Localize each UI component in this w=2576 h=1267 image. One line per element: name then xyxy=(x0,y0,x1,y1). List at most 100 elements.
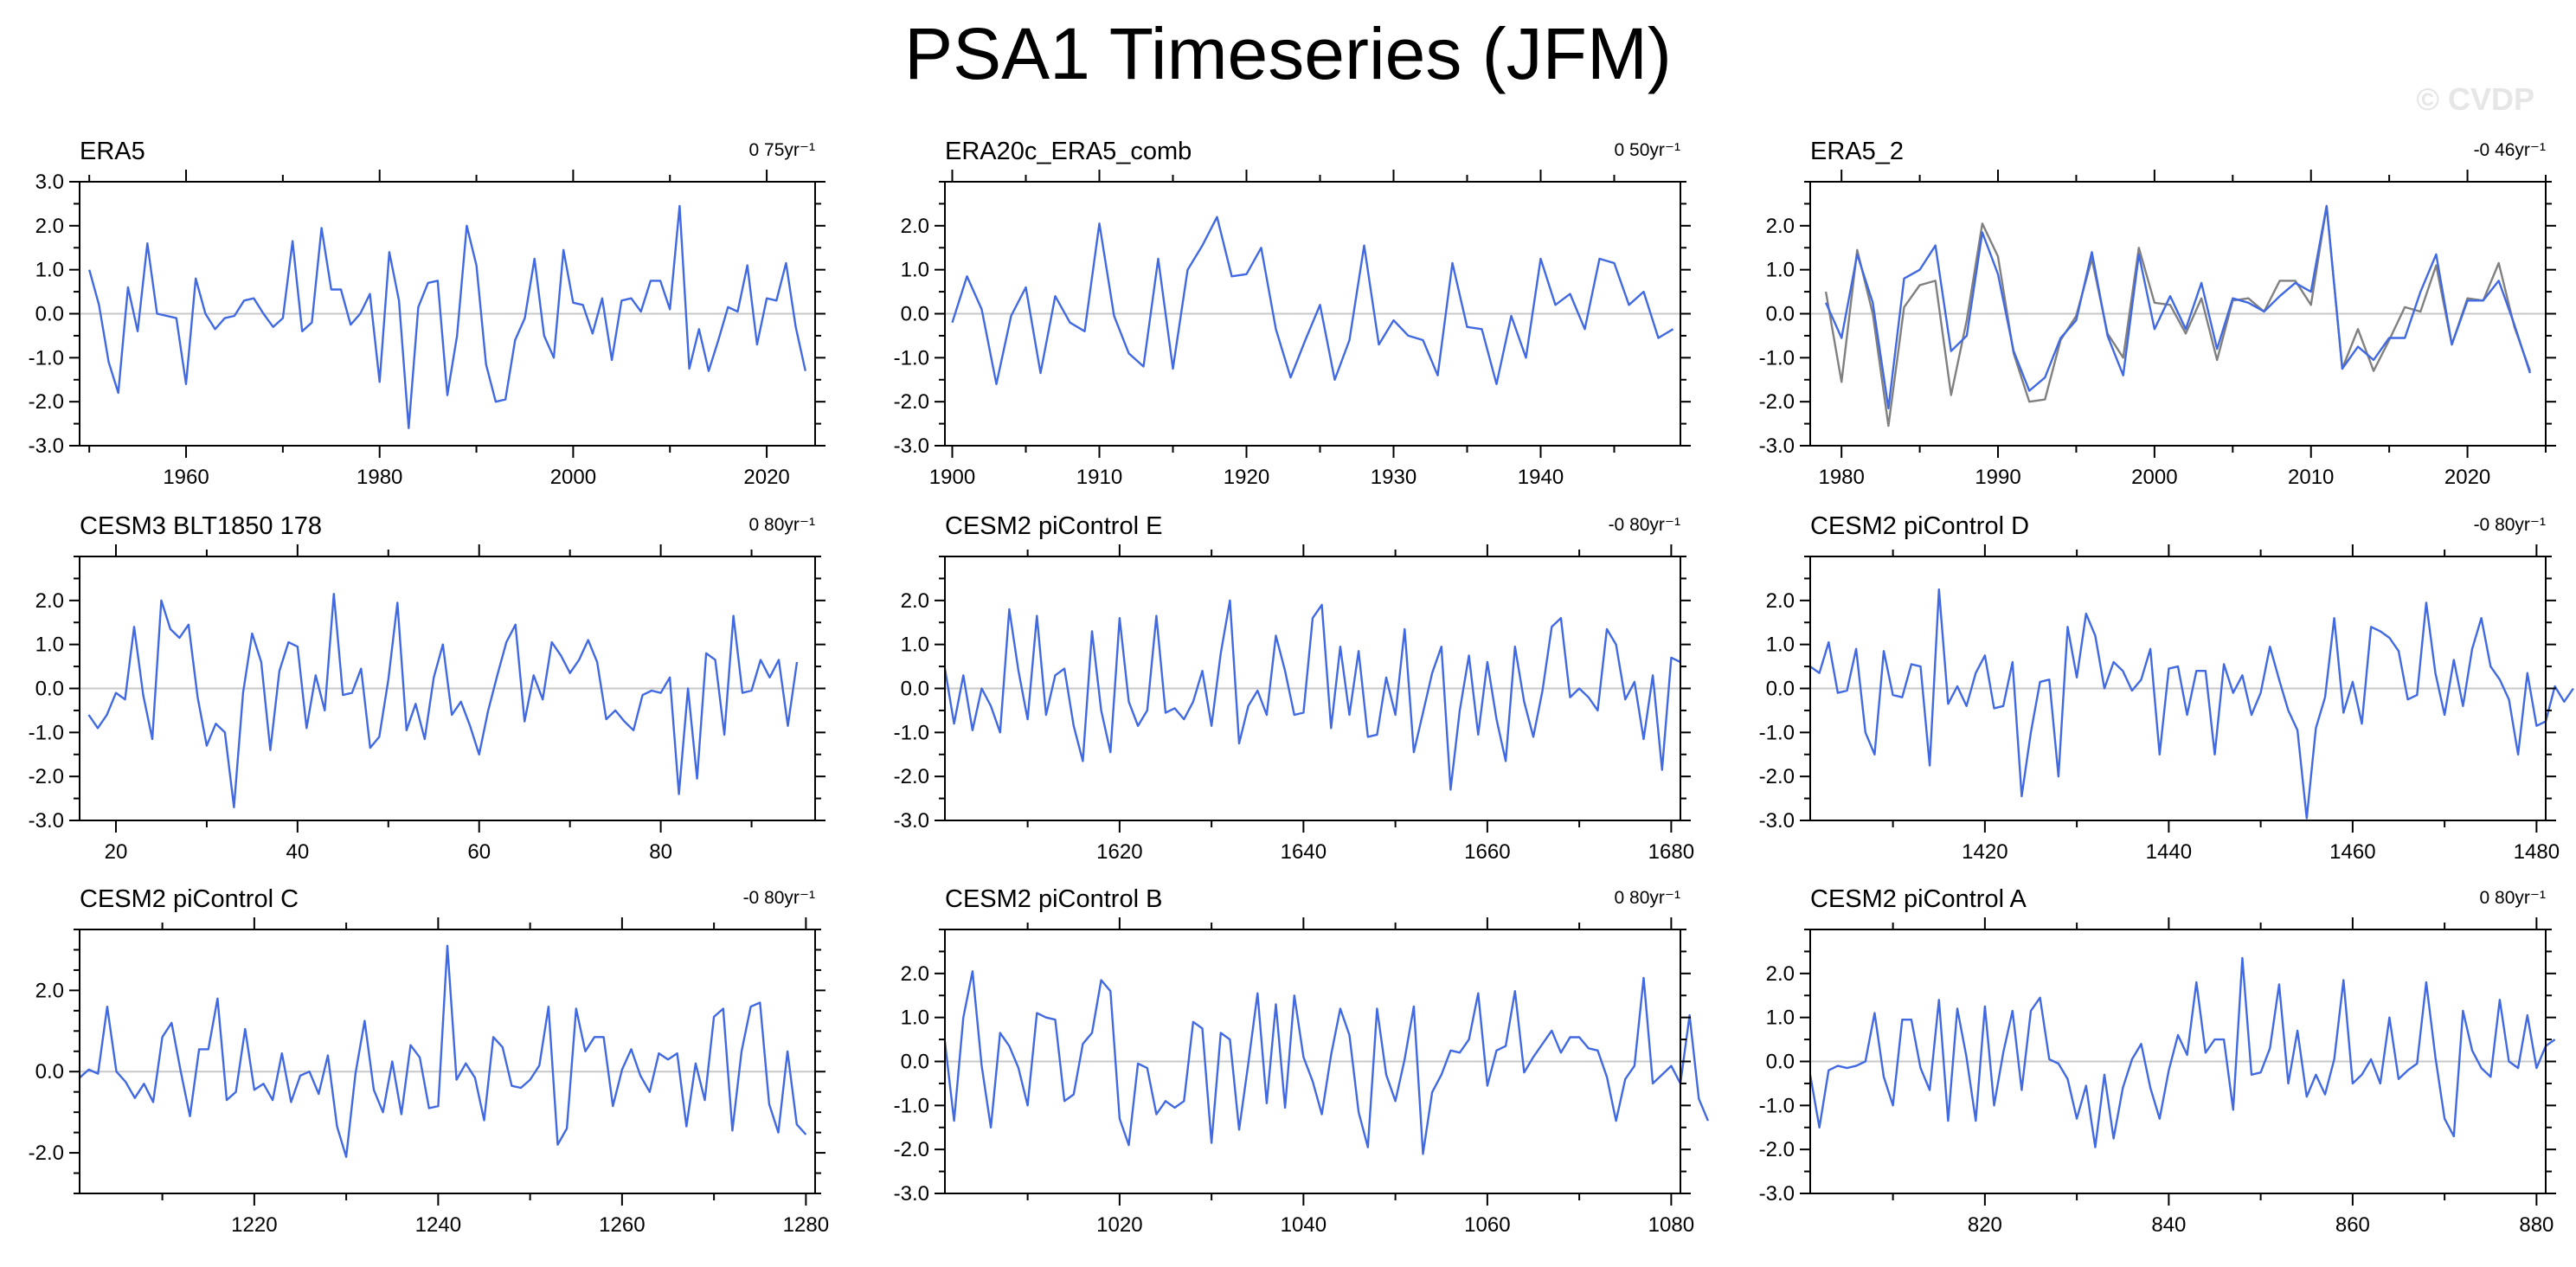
trend-label: 0 80yr⁻¹ xyxy=(1615,888,1680,908)
y-tick-label: -2.0 xyxy=(894,1138,929,1161)
y-tick-label: -3.0 xyxy=(29,434,64,458)
y-tick-label: -3.0 xyxy=(1759,434,1795,458)
y-tick-label: 0.0 xyxy=(901,678,929,701)
x-tick-label: 1680 xyxy=(1648,840,1694,864)
y-tick-label: -2.0 xyxy=(29,390,64,414)
x-tick-label: 1260 xyxy=(599,1213,645,1237)
y-tick-label: 2.0 xyxy=(35,215,64,238)
x-tick-label: 1660 xyxy=(1464,840,1510,864)
y-tick-label: -3.0 xyxy=(29,809,64,833)
x-tick-label: 2010 xyxy=(2288,466,2334,489)
trend-label: 0 75yr⁻¹ xyxy=(749,140,815,160)
x-tick-label: 1940 xyxy=(1518,466,1564,489)
panel-8: 1020 1040 1060 1080 -3.0 -2.0 -1.0 0.0 1.0 2.0 CES… xyxy=(894,885,1710,1237)
y-tick-label: -2.0 xyxy=(1759,390,1795,414)
y-tick-label: -3.0 xyxy=(1759,809,1795,833)
y-tick-label: 1.0 xyxy=(901,1007,929,1030)
trend-label: -0 80yr⁻¹ xyxy=(1609,515,1680,535)
y-tick-label: 0.0 xyxy=(901,303,929,326)
x-tick-label: 1980 xyxy=(1818,466,1864,489)
panel-title: CESM2 piControl B xyxy=(945,885,1162,913)
y-tick-label: 1.0 xyxy=(901,259,929,282)
x-tick-label: 60 xyxy=(467,840,491,864)
x-tick-label: 1910 xyxy=(1076,466,1122,489)
y-tick-label: 0.0 xyxy=(1766,1051,1795,1074)
y-tick-label: 0.0 xyxy=(1766,678,1795,701)
panel-2: 1900 1910 1920 1930 1940 -3.0 -2.0 -1.0 0.0 1.0 2.… xyxy=(894,138,1691,489)
y-tick-label: 2.0 xyxy=(901,962,929,986)
x-tick-label: 1620 xyxy=(1096,840,1142,864)
y-tick-label: -2.0 xyxy=(894,765,929,788)
x-tick-label: 40 xyxy=(286,840,310,864)
panel-title: CESM2 piControl C xyxy=(80,885,299,913)
x-tick-label: 1080 xyxy=(1648,1213,1694,1237)
y-tick-label: 2.0 xyxy=(1766,215,1795,238)
y-tick-label: -3.0 xyxy=(894,809,929,833)
series-line-1 xyxy=(88,204,806,429)
x-tick-label: 1240 xyxy=(415,1213,461,1237)
y-tick-label: 1.0 xyxy=(901,634,929,657)
trend-label: 0 80yr⁻¹ xyxy=(749,515,815,535)
y-tick-label: -1.0 xyxy=(894,1094,929,1117)
plot-frame xyxy=(79,929,816,1194)
x-tick-label: 2000 xyxy=(2131,466,2177,489)
y-tick-label: -2.0 xyxy=(894,390,929,414)
x-tick-label: 20 xyxy=(105,840,128,864)
trend-label: 0 80yr⁻¹ xyxy=(2480,888,2546,908)
y-tick-label: -2.0 xyxy=(1759,765,1795,788)
y-tick-label: 2.0 xyxy=(1766,589,1795,613)
trend-label: 0 50yr⁻¹ xyxy=(1615,140,1680,160)
panel-5: 1620 1640 1660 1680 -3.0 -2.0 -1.0 0.0 1.0 2.0 CES… xyxy=(894,512,1694,864)
x-tick-label: 2000 xyxy=(550,466,596,489)
x-tick-label: 1960 xyxy=(163,466,209,489)
y-tick-label: 0.0 xyxy=(901,1051,929,1074)
series-line-1 xyxy=(1825,204,2532,409)
panel-title: ERA5 xyxy=(80,138,145,165)
x-tick-label: 1040 xyxy=(1281,1213,1327,1237)
series-line-1 xyxy=(87,593,799,808)
figure-title: PSA1 Timeseries (JFM) xyxy=(904,13,1672,94)
panel-title: CESM2 piControl E xyxy=(945,512,1162,540)
panel-title: ERA20c_ERA5_comb xyxy=(945,138,1192,165)
series-line-1 xyxy=(1809,588,2574,820)
x-tick-label: 1020 xyxy=(1096,1213,1142,1237)
y-tick-label: -2.0 xyxy=(1759,1138,1795,1161)
y-tick-label: 2.0 xyxy=(901,215,929,238)
series-line-1 xyxy=(943,599,1681,791)
panel-9: 820 840 860 880 -3.0 -2.0 -1.0 0.0 1.0 2.0 CESM2 p… xyxy=(1759,885,2556,1237)
y-tick-label: 2.0 xyxy=(35,589,64,613)
x-tick-label: 1640 xyxy=(1281,840,1327,864)
y-tick-label: 1.0 xyxy=(1766,259,1795,282)
x-tick-label: 1440 xyxy=(2146,840,2192,864)
y-tick-label: -1.0 xyxy=(894,721,929,744)
y-tick-label: -3.0 xyxy=(894,434,929,458)
y-tick-label: 1.0 xyxy=(1766,634,1795,657)
y-tick-label: -1.0 xyxy=(1759,721,1795,744)
x-tick-label: 80 xyxy=(649,840,672,864)
y-tick-label: -3.0 xyxy=(1759,1182,1795,1206)
x-tick-label: 1220 xyxy=(231,1213,277,1237)
x-tick-label: 860 xyxy=(2335,1213,2370,1237)
x-tick-label: 1920 xyxy=(1224,466,1269,489)
x-tick-label: 1060 xyxy=(1464,1213,1510,1237)
y-tick-label: -2.0 xyxy=(29,1142,64,1165)
y-tick-label: -1.0 xyxy=(29,721,64,744)
x-tick-label: 1990 xyxy=(1975,466,2020,489)
x-tick-label: 1480 xyxy=(2514,840,2560,864)
y-tick-label: -1.0 xyxy=(894,346,929,370)
series-line-1 xyxy=(943,970,1710,1155)
y-tick-label: 1.0 xyxy=(1766,1007,1795,1030)
y-tick-label: 2.0 xyxy=(901,589,929,613)
x-tick-label: 1930 xyxy=(1371,466,1416,489)
y-tick-label: -3.0 xyxy=(894,1182,929,1206)
panel-6: 1420 1440 1460 1480 -3.0 -2.0 -1.0 0.0 1.0 2.0 CES… xyxy=(1759,512,2574,864)
y-tick-label: 0.0 xyxy=(35,678,64,701)
series-line-2 xyxy=(1824,204,2532,428)
y-tick-label: 0.0 xyxy=(35,303,64,326)
series-line-1 xyxy=(951,215,1674,385)
y-tick-label: 2.0 xyxy=(35,979,64,1002)
x-tick-label: 1420 xyxy=(1962,840,2007,864)
trend-label: -0 80yr⁻¹ xyxy=(743,888,815,908)
